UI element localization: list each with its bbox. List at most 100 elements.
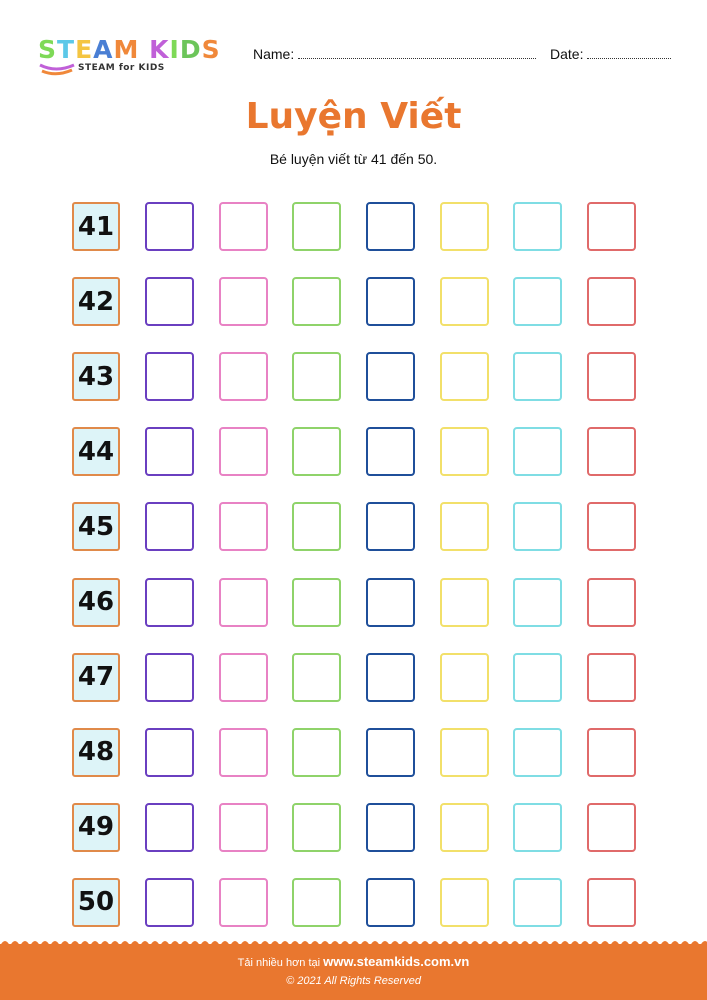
- name-label: Name:: [253, 46, 295, 62]
- writing-box[interactable]: [145, 202, 194, 251]
- date-line[interactable]: [587, 49, 672, 59]
- writing-box[interactable]: [292, 802, 341, 852]
- number-box: 42: [72, 277, 120, 327]
- logo-letter: [139, 36, 149, 64]
- writing-box[interactable]: [366, 727, 415, 777]
- writing-box[interactable]: [292, 427, 341, 477]
- writing-box[interactable]: [440, 577, 489, 627]
- writing-box[interactable]: [587, 502, 636, 552]
- writing-box[interactable]: [292, 652, 341, 702]
- writing-box[interactable]: [366, 277, 415, 327]
- writing-box[interactable]: [219, 202, 268, 251]
- logo-letter: S: [38, 35, 58, 64]
- writing-box[interactable]: [587, 652, 636, 702]
- writing-box[interactable]: [145, 802, 194, 852]
- number-box: 48: [72, 727, 120, 777]
- writing-box[interactable]: [587, 352, 636, 402]
- writing-box[interactable]: [145, 577, 194, 627]
- writing-box[interactable]: [513, 877, 562, 927]
- page-title: Luyện Viết: [245, 96, 462, 137]
- writing-box[interactable]: [219, 277, 268, 327]
- writing-box[interactable]: [587, 277, 636, 327]
- writing-box[interactable]: [440, 277, 489, 327]
- writing-box[interactable]: [292, 727, 341, 777]
- logo-letter: K: [149, 35, 170, 64]
- writing-box[interactable]: [292, 352, 341, 402]
- writing-box[interactable]: [587, 577, 636, 627]
- number-box: 45: [72, 502, 120, 552]
- writing-box[interactable]: [366, 652, 415, 702]
- writing-box[interactable]: [145, 427, 194, 477]
- writing-box[interactable]: [513, 277, 562, 327]
- writing-box[interactable]: [513, 502, 562, 552]
- writing-box[interactable]: [366, 577, 415, 627]
- writing-box[interactable]: [366, 427, 415, 477]
- writing-box[interactable]: [587, 877, 636, 927]
- writing-box[interactable]: [587, 802, 636, 852]
- logo-letter: S: [201, 35, 221, 64]
- writing-box[interactable]: [513, 652, 562, 702]
- writing-box[interactable]: [440, 352, 489, 402]
- writing-box[interactable]: [292, 502, 341, 552]
- writing-box[interactable]: [145, 877, 194, 927]
- writing-box[interactable]: [145, 502, 194, 552]
- writing-box[interactable]: [513, 727, 562, 777]
- writing-box[interactable]: [219, 802, 268, 852]
- instructions: Bé luyện viết từ 41 đến 50.: [269, 151, 438, 167]
- date-field[interactable]: Date:: [550, 46, 672, 62]
- writing-box[interactable]: [366, 202, 415, 251]
- writing-box[interactable]: [292, 577, 341, 627]
- number-box: 44: [72, 427, 120, 477]
- writing-box[interactable]: [440, 802, 489, 852]
- writing-box[interactable]: [513, 427, 562, 477]
- writing-box[interactable]: [587, 727, 636, 777]
- writing-box[interactable]: [513, 352, 562, 402]
- number-box: 43: [72, 352, 120, 402]
- writing-box[interactable]: [587, 202, 636, 251]
- writing-box[interactable]: [513, 577, 562, 627]
- writing-box[interactable]: [292, 877, 341, 927]
- writing-box[interactable]: [219, 577, 268, 627]
- writing-box[interactable]: [366, 352, 415, 402]
- footer-link[interactable]: www.steamkids.com.vn: [323, 954, 470, 969]
- writing-box[interactable]: [219, 652, 268, 702]
- name-field[interactable]: Name:: [253, 46, 537, 62]
- steam-kids-logo: STEAM KIDS STEAM for KIDS: [38, 36, 238, 80]
- date-label: Date:: [550, 46, 584, 62]
- writing-box[interactable]: [440, 202, 489, 251]
- writing-box[interactable]: [292, 202, 341, 251]
- logo-letter: D: [179, 35, 202, 64]
- writing-box[interactable]: [219, 427, 268, 477]
- logo-letter: M: [113, 35, 140, 64]
- number-box: 50: [72, 877, 120, 927]
- writing-box[interactable]: [440, 502, 489, 552]
- writing-box[interactable]: [440, 727, 489, 777]
- footer: Tải nhiều hơn tại www.steamkids.com.vn ©…: [0, 944, 707, 1000]
- logo-letter: A: [93, 35, 114, 64]
- number-box: 49: [72, 802, 120, 852]
- writing-box[interactable]: [145, 727, 194, 777]
- writing-box[interactable]: [219, 727, 268, 777]
- logo-letter: T: [57, 35, 76, 64]
- writing-box[interactable]: [219, 502, 268, 552]
- name-line[interactable]: [298, 49, 537, 59]
- logo-letter: E: [75, 35, 94, 64]
- writing-box[interactable]: [440, 427, 489, 477]
- writing-box[interactable]: [145, 652, 194, 702]
- writing-box[interactable]: [587, 427, 636, 477]
- writing-box[interactable]: [366, 877, 415, 927]
- logo-tagline: STEAM for KIDS: [78, 63, 165, 73]
- writing-box[interactable]: [513, 202, 562, 251]
- writing-box[interactable]: [440, 652, 489, 702]
- writing-box[interactable]: [366, 502, 415, 552]
- writing-box[interactable]: [145, 352, 194, 402]
- writing-box[interactable]: [145, 277, 194, 327]
- number-box: 46: [72, 577, 120, 627]
- writing-box[interactable]: [513, 802, 562, 852]
- number-box: 41: [72, 202, 120, 251]
- writing-box[interactable]: [366, 802, 415, 852]
- writing-box[interactable]: [292, 277, 341, 327]
- writing-box[interactable]: [219, 877, 268, 927]
- writing-box[interactable]: [440, 877, 489, 927]
- writing-box[interactable]: [219, 352, 268, 402]
